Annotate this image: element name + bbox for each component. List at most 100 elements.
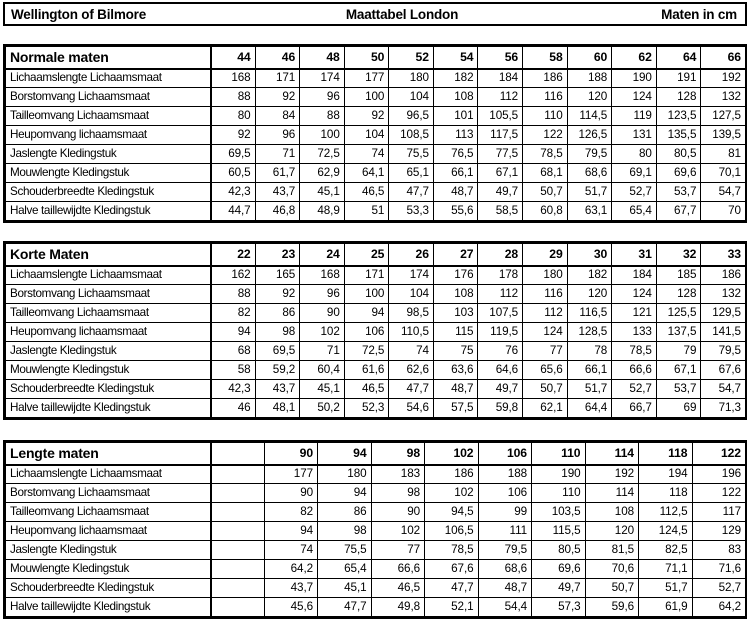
measurement-label: Heupomvang lichaamsmaat: [5, 521, 212, 541]
measurement-cell: 122: [691, 483, 746, 503]
size-header-22: 22: [210, 243, 256, 267]
measurement-cell: 184: [611, 265, 657, 285]
measurement-cell: 75,5: [317, 540, 372, 560]
measurement-cell: 67,1: [477, 163, 524, 183]
measurement-cell: 116,5: [566, 303, 613, 323]
measurement-cell: 112: [477, 284, 524, 304]
measurement-label: Lichaamslengte Lichaamsmaat: [5, 464, 212, 484]
measurement-cell: 72,5: [299, 144, 345, 164]
measurement-cell: 120: [566, 284, 613, 304]
measurement-cell: 111: [477, 521, 532, 541]
measurement-cell: 66,1: [566, 360, 613, 380]
measurement-cell: 94: [343, 303, 390, 323]
measurement-cell: 79,5: [477, 540, 532, 560]
measurement-cell: 129: [691, 521, 746, 541]
measurement-cell: 77: [370, 540, 425, 560]
table-row: Schouderbreedte Kledingstuk 43,7 45,1 46,5 4…: [5, 578, 746, 598]
measurement-cell: 63,6: [432, 360, 479, 380]
measurement-cell: 113: [432, 125, 479, 145]
measurement-cell: 135,5: [655, 125, 702, 145]
size-header-98: 98: [370, 442, 425, 466]
measurement-cell: 76: [477, 341, 524, 361]
size-header-94: 94: [317, 442, 372, 466]
size-table-korte-maten: Korte Maten 22 23 24 25 26 27 28 29 30 31 32 33 Licha…: [3, 241, 747, 420]
size-header-28: 28: [477, 243, 524, 267]
measurement-label: Schouderbreedte Kledingstuk: [5, 578, 212, 598]
measurement-cell-blank: [210, 483, 265, 503]
table-row: Mouwlengte Kledingstuk 64,2 65,4 66,6 67,6 68…: [5, 559, 746, 579]
measurement-cell-blank: [210, 540, 265, 560]
measurement-cell: 162: [210, 265, 256, 285]
measurement-label: Tailleomvang Lichaamsmaat: [5, 502, 212, 522]
measurement-cell: 49,8: [370, 597, 425, 617]
measurement-cell: 96: [299, 284, 345, 304]
measurement-cell: 92: [210, 125, 256, 145]
measurement-cell: 192: [584, 464, 639, 484]
measurement-cell: 70: [700, 201, 746, 221]
table-row: Halve taillewijdte Kledingstuk 44,7 46,8 48…: [5, 201, 746, 221]
measurement-cell: 66,6: [611, 360, 657, 380]
measurement-cell: 177: [263, 464, 318, 484]
measurements-table: Korte Maten 22 23 24 25 26 27 28 29 30 31 32 33 Licha…: [5, 243, 746, 418]
measurement-cell: 137,5: [655, 322, 702, 342]
size-header-26: 26: [388, 243, 434, 267]
measurement-cell-blank: [210, 597, 265, 617]
measurement-cell: 52,7: [611, 379, 657, 399]
measurement-label: Jaslengte Kledingstuk: [5, 341, 212, 361]
measurement-cell: 62,6: [388, 360, 434, 380]
table-row: Schouderbreedte Kledingstuk 42,3 43,7 45,1 4…: [5, 182, 746, 202]
measurement-cell: 47,7: [317, 597, 372, 617]
measurement-cell: 51: [343, 201, 390, 221]
measurement-cell: 186: [700, 265, 746, 285]
measurement-cell: 115,5: [531, 521, 586, 541]
measurement-cell: 174: [388, 265, 434, 285]
measurement-cell: 174: [299, 68, 345, 88]
table-row: Lichaamslengte Lichaamsmaat 162 165 168 171 1…: [5, 265, 746, 285]
measurement-cell: 116: [522, 87, 568, 107]
measurement-cell: 190: [531, 464, 586, 484]
measurement-cell: 64,1: [343, 163, 390, 183]
measurement-cell: 86: [317, 502, 372, 522]
measurement-cell: 45,6: [263, 597, 318, 617]
measurement-label: Borstomvang Lichaamsmaat: [5, 284, 212, 304]
measurement-cell: 74: [343, 144, 390, 164]
measurement-cell: 65,1: [388, 163, 434, 183]
table-header-row: Korte Maten 22 23 24 25 26 27 28 29 30 31 32 33: [5, 243, 746, 267]
measurement-cell: 61,6: [343, 360, 390, 380]
size-header-29: 29: [522, 243, 568, 267]
measurement-cell: 100: [343, 284, 390, 304]
measurements-table: Lengte maten 90 94 98 102 106 110 114 118 122 Lich…: [5, 442, 746, 617]
table-row: Tailleomvang Lichaamsmaat 82 86 90 94 98,5 103…: [5, 303, 746, 323]
measurement-cell: 46,5: [343, 182, 390, 202]
measurement-cell: 53,7: [655, 182, 702, 202]
measurement-cell: 98: [317, 521, 372, 541]
size-header-48: 48: [299, 46, 345, 70]
size-header-64: 64: [655, 46, 702, 70]
measurement-cell: 108: [432, 284, 479, 304]
measurement-cell: 74: [263, 540, 318, 560]
measurement-cell: 64,6: [477, 360, 524, 380]
table-header-row: Normale maten 44 46 48 50 52 54 56 58 60 62 64 66: [5, 46, 746, 70]
measurement-cell: 57,5: [432, 398, 479, 418]
measurement-cell: 64,2: [263, 559, 318, 579]
measurement-cell: 94: [317, 483, 372, 503]
measurement-cell: 64,4: [566, 398, 613, 418]
measurement-cell: 45,1: [317, 578, 372, 598]
measurement-cell: 42,3: [210, 379, 256, 399]
page-banner: Wellington of Bilmore Maattabel London M…: [3, 2, 747, 26]
measurement-cell: 122: [522, 125, 568, 145]
measurement-cell: 78,5: [522, 144, 568, 164]
size-table-normale-maten: Normale maten 44 46 48 50 52 54 56 58 60 62 64 66 Lic…: [3, 44, 747, 223]
table-row: Jaslengte Kledingstuk 68 69,5 71 72,5 74 75 76 7…: [5, 341, 746, 361]
size-header-46: 46: [254, 46, 301, 70]
measurement-cell: 69,6: [531, 559, 586, 579]
measurement-cell: 183: [370, 464, 425, 484]
measurement-label: Tailleomvang Lichaamsmaat: [5, 303, 212, 323]
measurement-cell: 139,5: [700, 125, 746, 145]
measurement-cell: 71,6: [691, 559, 746, 579]
measurement-cell: 59,8: [477, 398, 524, 418]
measurement-cell: 88: [210, 87, 256, 107]
measurement-cell: 96: [254, 125, 301, 145]
table-row: Jaslengte Kledingstuk 69,5 71 72,5 74 75,5 76,…: [5, 144, 746, 164]
measurement-cell: 74: [388, 341, 434, 361]
